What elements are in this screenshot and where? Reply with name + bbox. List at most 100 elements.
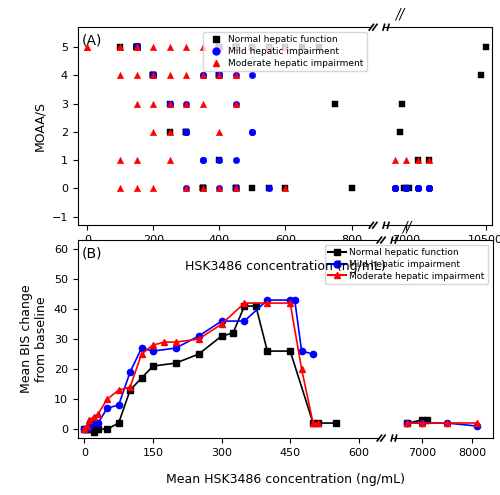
Point (150, 71, 158, 79)
Point (150, 71, 158, 79)
Point (216, 128, 224, 136)
Point (216, 71, 224, 79)
Text: (B): (B) (82, 246, 102, 260)
Point (216, 71, 224, 79)
Point (116, 43, 124, 51)
Point (133, 43, 141, 51)
Point (248, 71, 256, 79)
Point (232, 43, 240, 51)
Point (402, 185, 410, 193)
Point (166, 156, 174, 164)
Point (425, 185, 433, 193)
Point (199, 71, 207, 79)
Point (425, 156, 433, 164)
Point (414, 156, 422, 164)
Point (398, 99, 406, 107)
Point (348, 185, 356, 193)
Point (133, 43, 141, 51)
Point (282, 43, 290, 51)
Point (232, 43, 240, 51)
Point (265, 43, 273, 51)
Legend: Normal hepatic function, Mild hepatic impairment, Moderate hepatic impairment: Normal hepatic function, Mild hepatic im… (324, 245, 488, 284)
Point (232, 99, 240, 107)
Point (199, 185, 207, 193)
Point (199, 156, 207, 164)
Point (182, 71, 190, 79)
Point (482, 43, 490, 51)
Point (232, 99, 240, 107)
Point (199, 185, 207, 193)
Point (182, 128, 190, 136)
Point (150, 71, 158, 79)
Point (166, 99, 174, 107)
Point (116, 43, 124, 51)
Point (116, 71, 124, 79)
Point (133, 43, 141, 51)
Point (166, 43, 174, 51)
Point (199, 156, 207, 164)
Point (248, 43, 256, 51)
Point (133, 43, 141, 51)
Point (391, 185, 399, 193)
Point (477, 71, 485, 79)
Point (199, 185, 207, 193)
Point (232, 43, 240, 51)
Point (232, 185, 240, 193)
Point (232, 43, 240, 51)
Point (199, 99, 207, 107)
Point (216, 43, 224, 51)
Point (182, 43, 190, 51)
Point (216, 71, 224, 79)
Point (166, 99, 174, 107)
Text: (A): (A) (82, 33, 102, 47)
Point (232, 71, 240, 79)
Point (166, 99, 174, 107)
Point (248, 43, 256, 51)
Point (216, 156, 224, 164)
Point (216, 43, 224, 51)
Point (232, 185, 240, 193)
Point (216, 71, 224, 79)
Point (84, 43, 92, 51)
Point (182, 185, 190, 193)
Point (216, 43, 224, 51)
Point (199, 71, 207, 79)
Point (248, 128, 256, 136)
Point (396, 128, 404, 136)
Y-axis label: MOAA/S: MOAA/S (33, 101, 46, 151)
Point (414, 185, 422, 193)
Point (216, 185, 224, 193)
Text: Mean HSK3486 concentration (ng/mL): Mean HSK3486 concentration (ng/mL) (166, 473, 404, 486)
Point (133, 43, 141, 51)
Point (314, 43, 322, 51)
Point (232, 185, 240, 193)
Point (133, 43, 141, 51)
Point (248, 43, 256, 51)
Point (116, 156, 124, 164)
Point (166, 99, 174, 107)
Point (282, 185, 290, 193)
Point (133, 43, 141, 51)
Point (150, 185, 158, 193)
Point (331, 99, 339, 107)
Point (265, 185, 273, 193)
Point (232, 185, 240, 193)
Point (216, 43, 224, 51)
Point (232, 185, 240, 193)
Point (248, 185, 256, 193)
Point (133, 43, 141, 51)
Point (402, 156, 410, 164)
Point (414, 156, 422, 164)
Point (133, 43, 141, 51)
Point (298, 43, 306, 51)
Point (232, 43, 240, 51)
Point (400, 185, 408, 193)
Point (182, 128, 190, 136)
Point (216, 43, 224, 51)
Point (414, 185, 422, 193)
Point (404, 185, 412, 193)
Point (402, 185, 410, 193)
Point (150, 99, 158, 107)
Text: HSK3486 concentration (ng/mL): HSK3486 concentration (ng/mL) (184, 260, 386, 273)
Point (84, 43, 92, 51)
